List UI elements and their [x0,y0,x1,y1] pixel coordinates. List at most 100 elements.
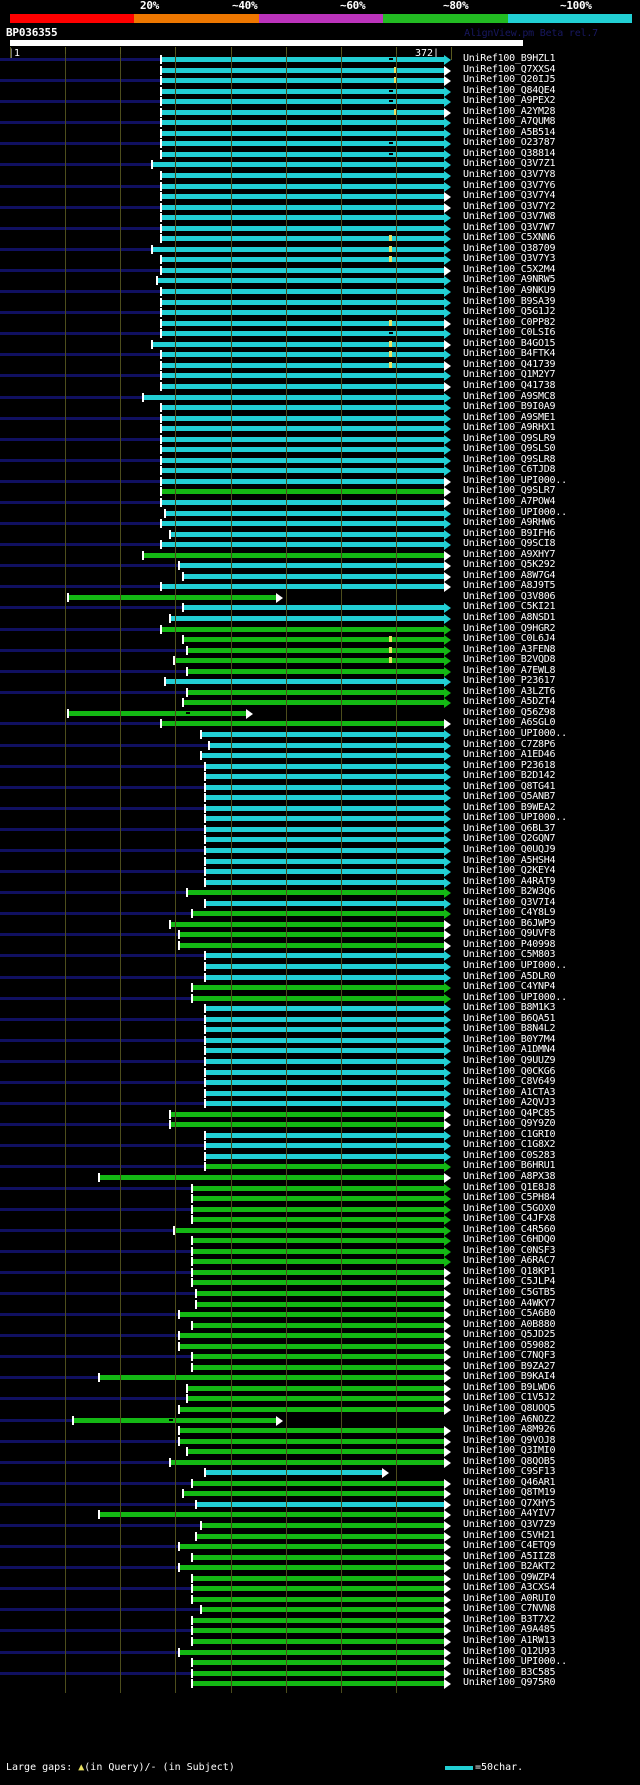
subject-accession-label[interactable]: UniRef100_C5XNN6 [463,232,556,244]
alignment-row[interactable]: UniRef100_A2QVJ3 [0,1097,640,1110]
alignment-row[interactable]: UniRef100_A9NRW5 [0,274,640,287]
hsp-bar[interactable] [199,753,445,759]
alignment-row[interactable]: UniRef100_UPI000.. [0,960,640,973]
alignment-row[interactable]: UniRef100_A6RAC7 [0,1255,640,1268]
subject-accession-label[interactable]: UniRef100_A7EWL8 [463,664,556,676]
alignment-row[interactable]: UniRef100_A3FEN8 [0,643,640,656]
alignment-row[interactable]: UniRef100_Q41738 [0,380,640,392]
hsp-bar[interactable] [177,1343,445,1349]
subject-accession-label[interactable]: UniRef100_Q9UUZ9 [463,1054,556,1066]
hsp-bar[interactable] [142,552,445,558]
alignment-row[interactable]: UniRef100_C6HDQ0 [0,1234,640,1247]
subject-accession-label[interactable]: UniRef100_C1V5J2 [463,1392,556,1404]
hsp-bar[interactable] [190,1238,445,1244]
hsp-bar[interactable] [181,637,445,643]
alignment-row[interactable]: UniRef100_Q5G1J2 [0,306,640,319]
hsp-bar[interactable] [204,763,445,769]
subject-accession-label[interactable]: UniRef100_Q38709 [463,242,556,254]
hsp-bar[interactable] [186,689,445,695]
hsp-bar[interactable] [204,1037,445,1043]
subject-accession-label[interactable]: UniRef100_A3FEN8 [463,643,556,655]
hsp-bar[interactable] [168,1122,445,1128]
alignment-row[interactable]: UniRef100_A6SGL0 [0,717,640,730]
hsp-bar[interactable] [190,995,445,1001]
subject-accession-label[interactable]: UniRef100_B2AKT2 [463,1561,556,1573]
alignment-row[interactable]: UniRef100_Q3V7Y3 [0,253,640,266]
alignment-row[interactable]: UniRef100_A8M926 [0,1424,640,1437]
hsp-bar[interactable] [159,584,445,590]
subject-accession-label[interactable]: UniRef100_B2W3Q6 [463,886,556,898]
subject-accession-label[interactable]: UniRef100_A8J9T5 [463,580,556,592]
subject-accession-label[interactable]: UniRef100_A9NRW5 [463,274,556,286]
subject-accession-label[interactable]: UniRef100_C0S283 [463,1149,556,1161]
hsp-bar[interactable] [204,953,445,959]
hsp-bar[interactable] [204,1143,445,1149]
subject-accession-label[interactable]: UniRef100_Q3V7W7 [463,221,556,233]
alignment-row[interactable]: UniRef100_P23617 [0,675,640,688]
subject-accession-label[interactable]: UniRef100_Q3V7Y2 [463,200,556,212]
hsp-bar[interactable] [159,721,445,727]
alignment-row[interactable]: UniRef100_A0B880 [0,1319,640,1331]
subject-accession-label[interactable]: UniRef100_C5JLP4 [463,1276,556,1288]
hsp-bar[interactable] [168,1111,445,1117]
subject-accession-label[interactable]: UniRef100_Q3V806 [463,590,556,602]
subject-accession-label[interactable]: UniRef100_A9SMC8 [463,390,556,402]
alignment-row[interactable]: UniRef100_Q0UQJ9 [0,844,640,857]
subject-accession-label[interactable]: UniRef100_Q3V7Y3 [463,253,556,265]
subject-accession-label[interactable]: UniRef100_Q9UVF8 [463,928,556,940]
alignment-row[interactable]: UniRef100_Q41739 [0,359,640,371]
hsp-bar[interactable] [186,1449,445,1455]
alignment-row[interactable]: UniRef100_A6NOZ2 [0,1414,640,1426]
alignment-row[interactable]: UniRef100_A4YIV7 [0,1508,640,1521]
hsp-bar[interactable] [71,1417,278,1423]
alignment-row[interactable]: UniRef100_A7EWL8 [0,664,640,677]
subject-accession-label[interactable]: UniRef100_A9RHX1 [463,422,556,434]
hsp-bar[interactable] [159,236,445,242]
alignment-row[interactable]: UniRef100_A8J9T5 [0,580,640,593]
hsp-bar[interactable] [204,879,445,885]
hsp-bar[interactable] [190,1480,445,1486]
subject-accession-label[interactable]: UniRef100_A5B514 [463,126,556,138]
alignment-row[interactable]: UniRef100_C5X2M4 [0,264,640,276]
alignment-row[interactable]: UniRef100_A9RHX1 [0,422,640,435]
hsp-bar[interactable] [204,1006,445,1012]
hsp-bar[interactable] [204,858,445,864]
alignment-row[interactable]: UniRef100_A9XHY7 [0,549,640,561]
subject-accession-label[interactable]: UniRef100_C0PP82 [463,316,556,328]
alignment-row[interactable]: UniRef100_Q0CKG6 [0,1066,640,1078]
hsp-bar[interactable] [142,394,445,400]
hsp-bar[interactable] [159,542,445,548]
subject-accession-label[interactable]: UniRef100_UPI000.. [463,1656,567,1668]
hsp-bar[interactable] [159,362,445,368]
subject-accession-label[interactable]: UniRef100_P23618 [463,759,556,771]
alignment-row[interactable]: UniRef100_C4YNP4 [0,981,640,994]
hsp-bar[interactable] [204,837,445,843]
subject-accession-label[interactable]: UniRef100_A3LZT6 [463,685,556,697]
subject-accession-label[interactable]: UniRef100_C4YNP4 [463,981,556,993]
subject-accession-label[interactable]: UniRef100_B9LWD6 [463,1381,556,1393]
subject-accession-label[interactable]: UniRef100_Q3IMI0 [463,1445,556,1457]
alignment-row[interactable]: UniRef100_C8V649 [0,1076,640,1089]
alignment-row[interactable]: UniRef100_A9SMC8 [0,390,640,403]
alignment-row[interactable]: UniRef100_UPI000.. [0,992,640,1004]
hsp-bar[interactable] [159,352,445,358]
alignment-row[interactable]: UniRef100_Q4PC85 [0,1108,640,1120]
hsp-bar[interactable] [204,1058,445,1064]
subject-accession-label[interactable]: UniRef100_Q18KP1 [463,1265,556,1277]
alignment-row[interactable]: UniRef100_Q9SLS0 [0,443,640,456]
hsp-bar[interactable] [159,289,445,295]
alignment-row[interactable]: UniRef100_C5KI21 [0,601,640,614]
subject-accession-label[interactable]: UniRef100_C4ETQ9 [463,1540,556,1552]
hsp-bar[interactable] [204,1132,445,1138]
subject-accession-label[interactable]: UniRef100_B9KAI4 [463,1371,556,1383]
hsp-bar[interactable] [159,447,445,453]
hsp-bar[interactable] [159,173,445,179]
alignment-row[interactable]: UniRef100_Q38709 [0,242,640,255]
subject-accession-label[interactable]: UniRef100_C9SF13 [463,1466,556,1478]
alignment-row[interactable]: UniRef100_Q18KP1 [0,1265,640,1278]
hsp-bar[interactable] [164,510,445,516]
subject-accession-label[interactable]: UniRef100_Q3V7Y6 [463,179,556,191]
alignment-row[interactable]: UniRef100_Q7XHY5 [0,1498,640,1510]
subject-accession-label[interactable]: UniRef100_Q5K292 [463,559,556,571]
hsp-bar[interactable] [159,194,445,200]
